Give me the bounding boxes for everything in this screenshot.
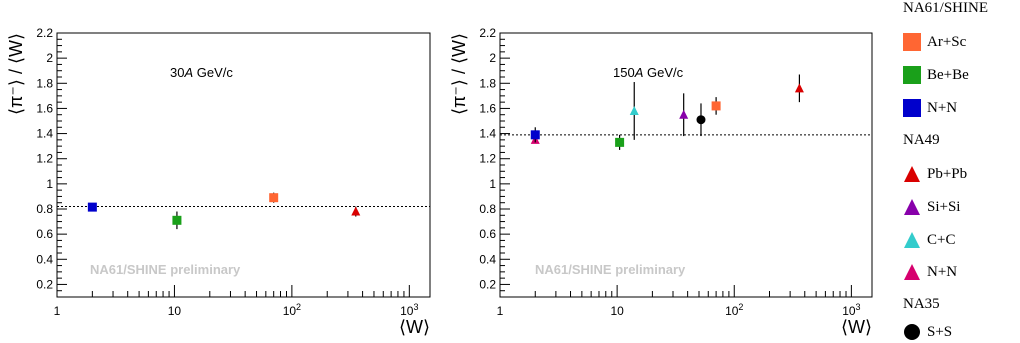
point-s-s [696,115,706,125]
legend-item-n-n-na49: N+N [903,262,957,282]
chart-panel-150gev: 0.2 0.4 0.6 0.8 1 1.2 1.4 1.6 1.8 2 2.2 1 10 102 103 15… [449,26,873,337]
plot-frame [499,32,873,298]
legend-marker-triangle [904,199,920,215]
y-tick-label: 0.6 [36,227,53,241]
energy-annotation: 150A GeV/c [613,65,684,80]
legend-marker-square [903,99,921,117]
y-tick-label: 1.2 [479,152,496,166]
legend-group-title-na49: NA49 [903,132,940,148]
y-tick-label: 0.6 [479,227,496,241]
point-ar-sc [711,101,721,111]
x-tick-label: 103 [842,302,860,318]
y-tick-label: 1.8 [36,76,53,90]
legend-item-s-s: S+S [903,322,952,342]
x-tick-label: 1 [54,304,61,318]
legend-group-title-na35: NA35 [903,296,940,312]
point-pb-pb [794,83,804,93]
y-tick-label: 0.8 [36,202,53,216]
legend-marker-triangle [904,166,920,182]
legend-label: Ar+Sc [927,33,967,50]
annotation-part: A [183,65,193,80]
y-tick-label: 1 [46,177,53,191]
legend-label: N+N [927,263,958,280]
point-ar-sc [269,193,279,203]
annotation-part: GeV/c [643,65,683,80]
point-si-si [679,109,689,119]
x-tick-exponent: 3 [413,302,418,312]
legend-marker-triangle [904,264,920,280]
y-tick-label: 0.2 [36,277,53,291]
y-tick-label: 1 [489,177,496,191]
y-tick-label: 0.4 [479,252,496,266]
preliminary-watermark: NA61/SHINE preliminary [535,262,686,277]
x-tick-label: 102 [283,302,301,318]
plot-frame [56,32,431,298]
x-tick-label: 10 [610,304,624,318]
x-tick-exponent: 3 [856,302,861,312]
legend-item-n-n-na61: N+N [903,98,957,118]
annotation-part: A [634,65,644,80]
legend-item-pb-pb: Pb+Pb [903,164,967,184]
legend-item-ar-sc: Ar+Sc [903,32,966,52]
legend-label: S+S [927,323,953,340]
annotation-part: 150 [613,65,635,80]
annotation-part: 30 [170,65,184,80]
legend-label: C+C [927,231,956,248]
x-tick-label: 1 [497,304,504,318]
x-tick-label: 103 [400,302,418,318]
legend-marker-triangle [904,232,920,248]
legend-label: N+N [927,99,958,116]
y-tick-label: 1.4 [479,127,496,141]
x-tick-exponent: 2 [738,302,743,312]
legend-marker-square [903,66,921,84]
legend: NA61/SHINE Ar+Sc Be+Be N+N NA49 Pb+Pb Si… [900,0,1020,343]
x-axis-title: ⟨W⟩ [841,317,872,337]
energy-annotation: 30A GeV/c [170,65,233,80]
point-n-n [87,202,97,212]
preliminary-watermark: NA61/SHINE preliminary [90,262,241,277]
y-tick-label: 0.4 [36,252,53,266]
y-tick-label: 2.2 [479,26,496,40]
annotation-part: GeV/c [193,65,233,80]
point-pb-pb [351,206,361,216]
point-c-c [629,105,639,115]
y-tick-label: 1.6 [36,101,53,115]
x-tick-label: 102 [725,302,743,318]
chart-panel-30gev: 0.2 0.4 0.6 0.8 1 1.2 1.4 1.6 1.8 2 2.2 1 10 102 103 30… [6,26,431,337]
y-tick-label: 0.8 [479,202,496,216]
legend-label: Si+Si [927,198,961,215]
x-tick-exponent: 2 [296,302,301,312]
legend-item-si-si: Si+Si [903,197,960,217]
x-tick-label: 10 [168,304,182,318]
y-tick-label: 2 [46,51,53,65]
legend-group-title-na61: NA61/SHINE [903,0,988,16]
legend-label: Be+Be [927,66,969,83]
y-tick-label: 1.4 [36,127,53,141]
y-tick-label: 2.2 [36,26,53,40]
y-tick-label: 1.8 [479,76,496,90]
x-axis-title: ⟨W⟩ [399,317,430,337]
point-be-be [615,137,625,147]
legend-marker-square [903,33,921,51]
legend-marker-circle [904,324,920,340]
point-n-n [530,130,540,140]
y-tick-label: 1.6 [479,101,496,115]
y-tick-label: 2 [489,51,496,65]
y-tick-label: 1.2 [36,152,53,166]
legend-label: Pb+Pb [927,165,968,182]
y-axis-title: ⟨π⁻⟩ / ⟨W⟩ [6,33,26,115]
point-be-be [172,215,182,225]
legend-item-be-be: Be+Be [903,65,969,85]
y-axis-title: ⟨π⁻⟩ / ⟨W⟩ [449,33,469,115]
charts-canvas: 0.20.40.60.811.21.41.61.822.21 10 102 10330… [6,26,873,337]
legend-item-c-c: C+C [903,230,955,250]
y-tick-label: 0.2 [479,277,496,291]
